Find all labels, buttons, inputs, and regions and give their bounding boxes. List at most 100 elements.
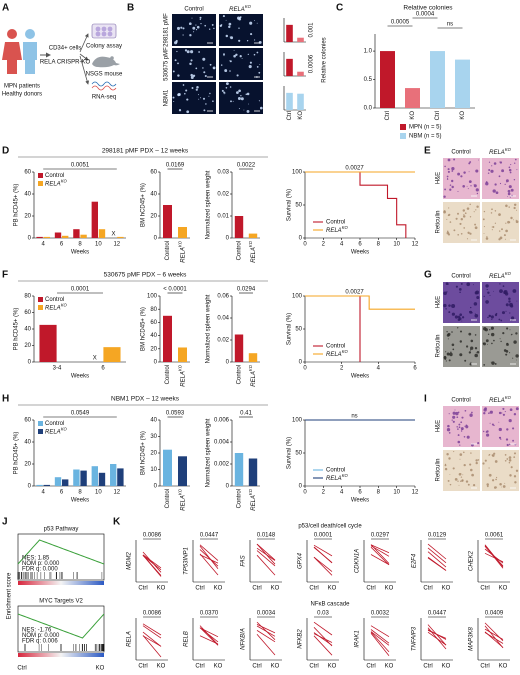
legend-label: RELAKO (326, 225, 348, 234)
micrograph-texture (482, 326, 519, 366)
cell (505, 310, 507, 312)
cell (468, 180, 472, 184)
cell (192, 26, 196, 30)
cell (195, 28, 198, 31)
cell (461, 320, 463, 322)
cell (459, 222, 462, 225)
cell (491, 208, 493, 211)
bar (234, 216, 244, 238)
x-tick-label: RELAKO (248, 364, 257, 386)
cell (504, 459, 507, 462)
cell (448, 207, 450, 209)
y-tick-label: 30 (150, 434, 157, 440)
gene-label: RELB (184, 631, 190, 647)
cell (487, 316, 489, 319)
cell (501, 228, 503, 231)
row-title: NBM1 PDX – 12 weeks (111, 396, 180, 403)
cell (506, 342, 509, 345)
cell (470, 361, 472, 363)
legend-swatch (38, 429, 43, 434)
cell (485, 339, 489, 343)
cell (499, 283, 501, 285)
cell (491, 165, 493, 167)
x-tick-label: 8 (78, 242, 82, 248)
bar (73, 469, 80, 486)
x-axis-label: Weeks (351, 250, 369, 256)
assay-icons (79, 23, 120, 91)
legend-swatch (400, 133, 406, 139)
cell (468, 162, 471, 165)
cell (461, 416, 464, 419)
cell (457, 327, 459, 329)
cell (471, 411, 473, 414)
cell (230, 100, 232, 103)
legend-label: Control (326, 468, 345, 474)
paired-line (313, 546, 333, 564)
cell (198, 94, 199, 96)
cell (513, 340, 517, 344)
cell (486, 433, 490, 437)
cell (190, 73, 193, 77)
paired-line (427, 556, 447, 571)
cell (446, 453, 449, 456)
cell (501, 169, 505, 173)
cell (173, 100, 175, 103)
cell (507, 196, 508, 198)
y-tick-label: 100 (147, 294, 158, 300)
cell (499, 230, 501, 232)
cell (466, 185, 468, 187)
cell (513, 203, 517, 207)
cell (460, 175, 463, 178)
panel-label: B (127, 3, 134, 14)
y-axis-label: BM hCD45+ (%) (141, 431, 147, 475)
p-value: 0.0297 (371, 533, 390, 539)
enrichment-curve (17, 539, 105, 565)
y-tick-label: 0 (28, 360, 32, 366)
cells-label: CD34+ cells (49, 46, 82, 52)
x-tick-label: RELAKO (248, 488, 257, 510)
cell (485, 237, 489, 240)
cell (483, 408, 487, 412)
cell (463, 227, 466, 229)
cell (483, 210, 486, 213)
cell (513, 475, 517, 478)
x-label: KO (214, 586, 223, 592)
paired-line (199, 627, 219, 643)
x-label: KO (96, 666, 105, 672)
cell (498, 411, 502, 415)
gsea-stat: NES: -1.76 (22, 628, 52, 634)
y-tick-label: 100 (292, 170, 303, 176)
x-label: Ctrl (309, 664, 318, 670)
x-tick-label: 0 (303, 366, 307, 372)
cell (513, 452, 517, 455)
assay-label: Colony assay (86, 44, 122, 50)
cell (482, 462, 485, 465)
text-part: RELA (489, 398, 505, 404)
paired-line (427, 543, 447, 560)
cell (474, 313, 479, 318)
column-label: Control (451, 150, 470, 156)
cell (464, 359, 467, 362)
cell (511, 333, 513, 336)
paired-line (370, 632, 390, 657)
panel-label: K (113, 517, 121, 528)
cell (449, 352, 453, 357)
x-label: Ctrl (195, 586, 204, 592)
cell (493, 452, 496, 455)
cell (445, 308, 447, 310)
text-part: RELA (251, 371, 257, 387)
cell (491, 454, 494, 456)
cell (238, 108, 240, 110)
cell (443, 291, 447, 296)
y-axis-label: Normalized spleen weight (206, 294, 212, 363)
cell (196, 25, 200, 29)
micrograph-texture (443, 203, 479, 240)
bar (43, 236, 50, 238)
cell (452, 415, 456, 419)
y-tick-label: 20 (24, 462, 31, 468)
cell (208, 95, 210, 97)
column-label: RELAKO (229, 4, 251, 13)
cell (498, 213, 501, 216)
cell (447, 158, 451, 162)
p-value: ns (447, 22, 453, 28)
